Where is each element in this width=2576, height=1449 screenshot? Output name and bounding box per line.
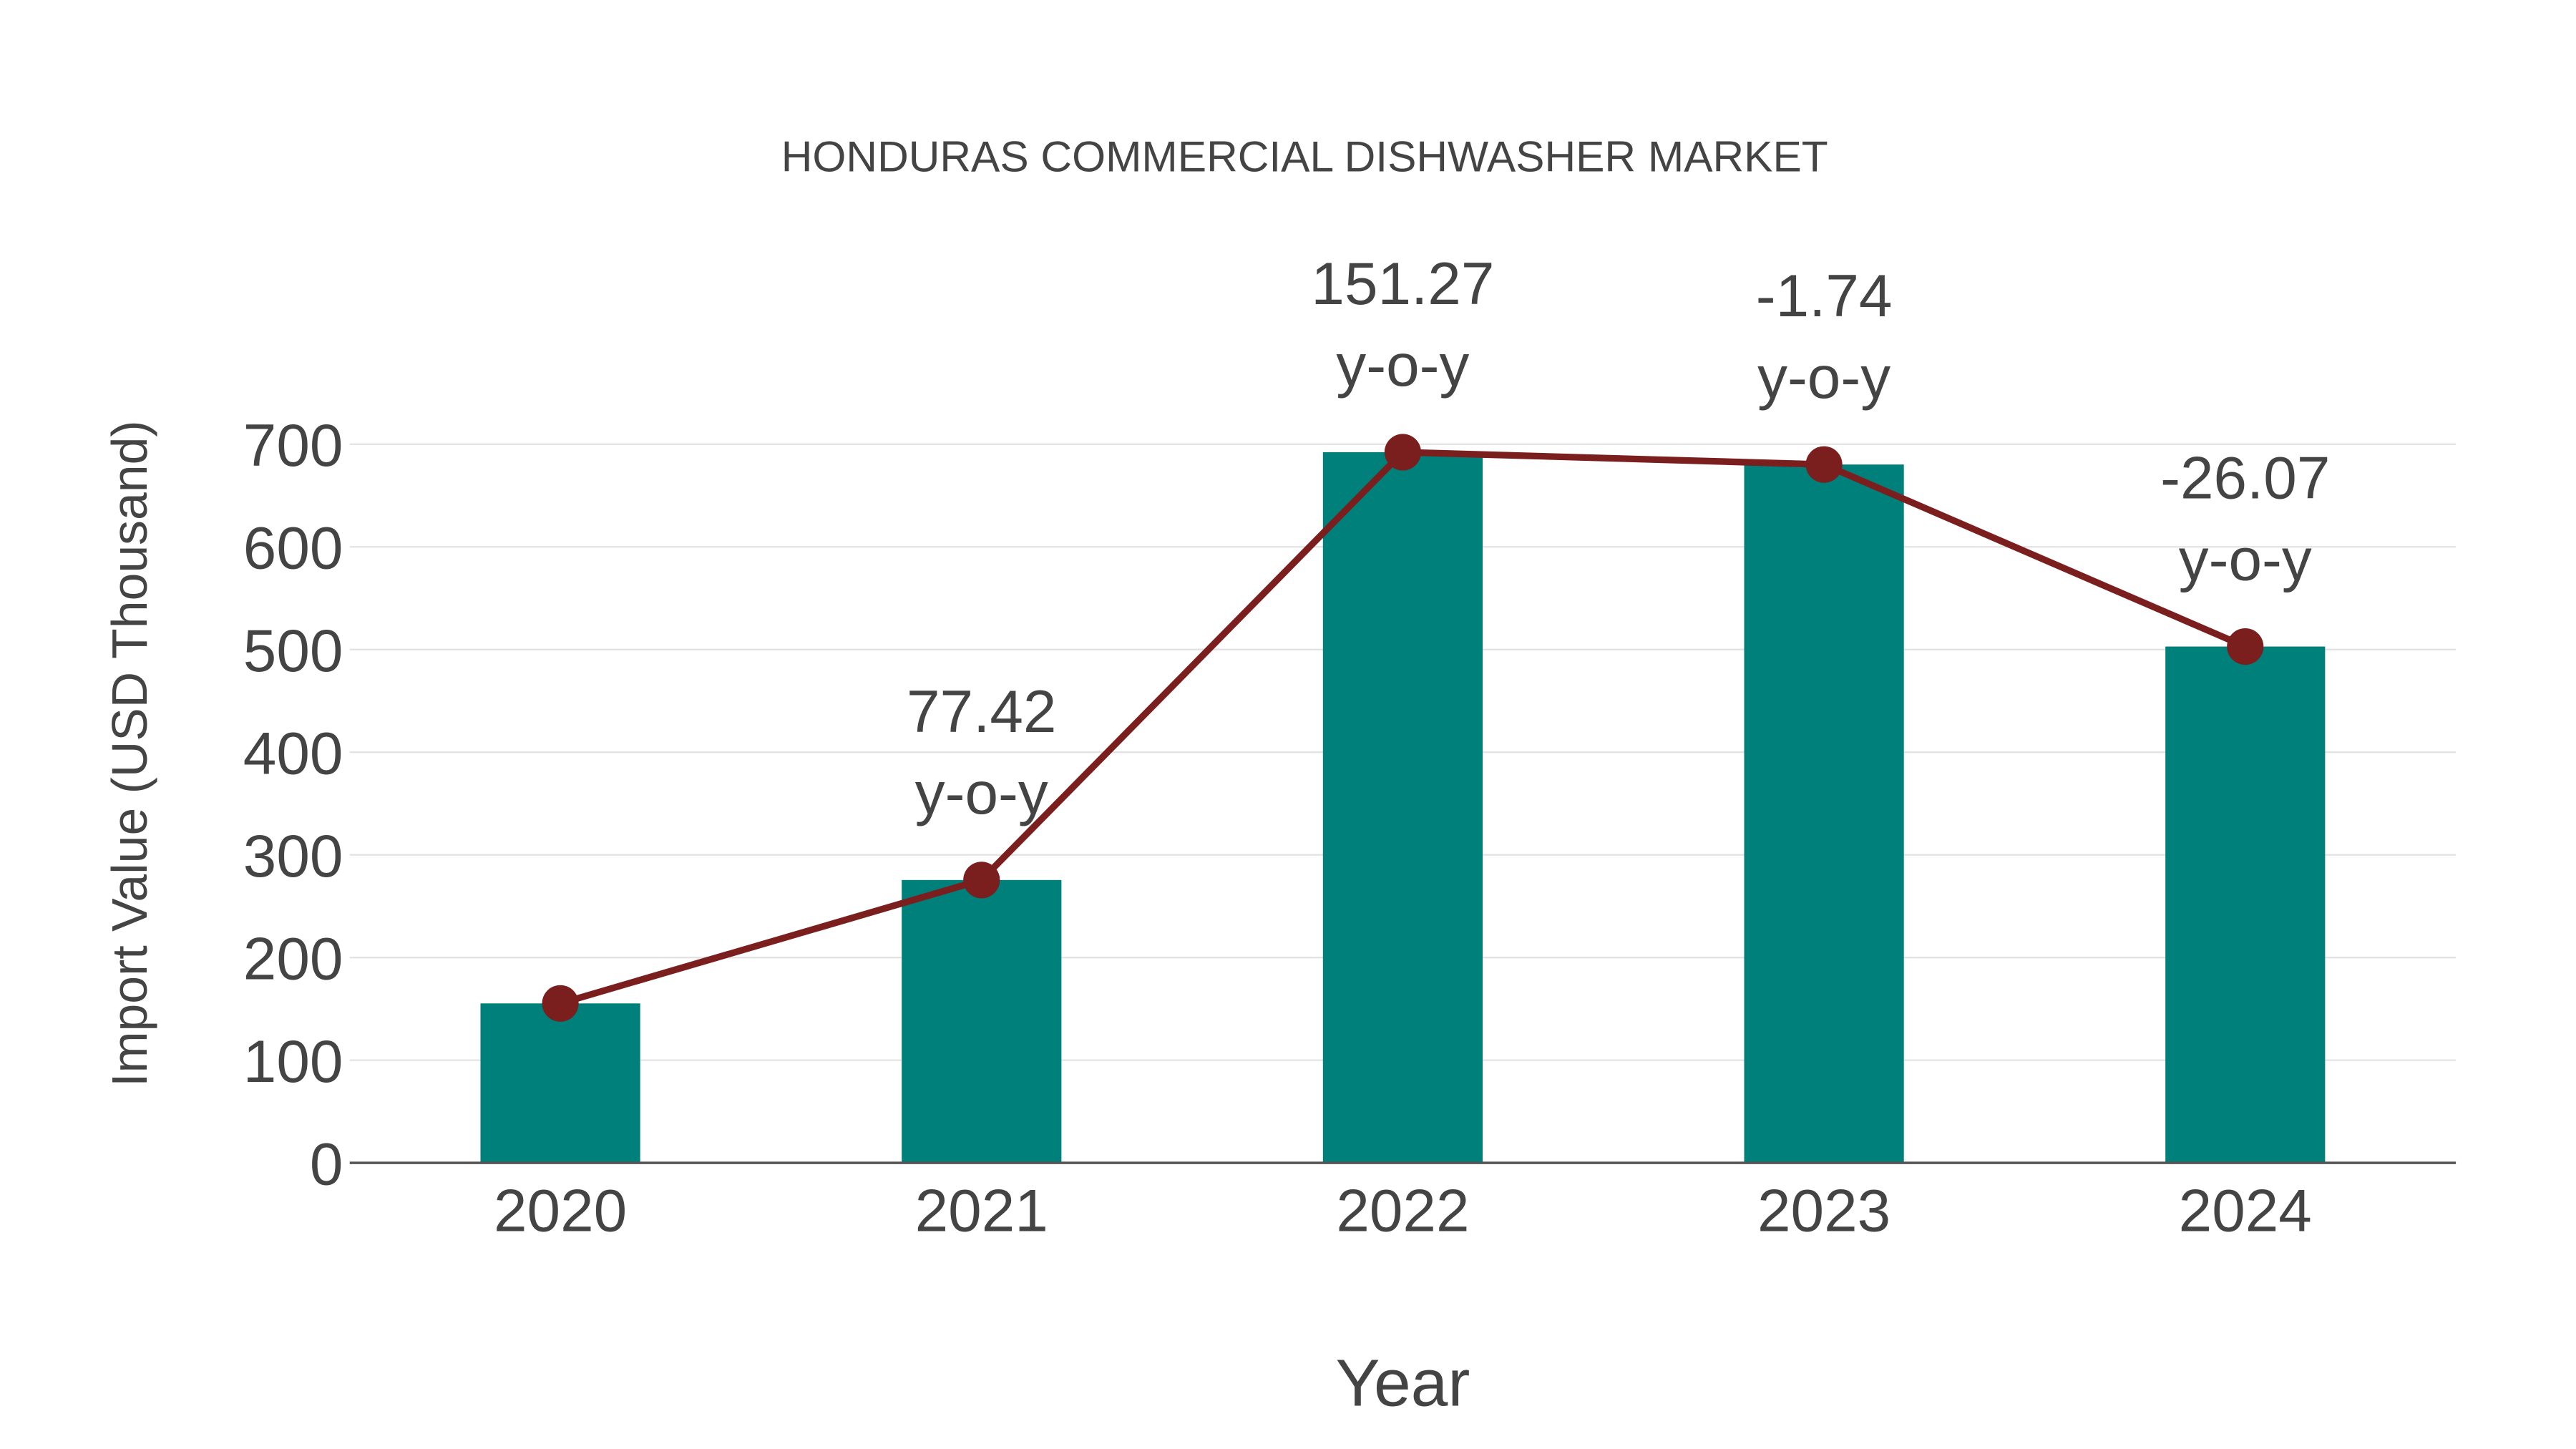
y-tick-label: 500	[243, 617, 343, 684]
x-tick-label: 2020	[494, 1176, 627, 1244]
y-tick-label: 600	[243, 514, 343, 581]
bar-2023	[1744, 464, 1904, 1163]
x-tick-label: 2023	[1757, 1176, 1890, 1244]
y-tick-label: 100	[243, 1028, 343, 1095]
y-tick-label: 400	[243, 719, 343, 786]
line-point-2024	[2227, 628, 2264, 665]
x-tick-label: 2022	[1336, 1176, 1469, 1244]
line-point-2020	[542, 985, 579, 1022]
yoy-suffix-label: y-o-y	[1336, 331, 1469, 399]
y-tick-label: 700	[243, 411, 343, 479]
yoy-value-label: 77.42	[907, 678, 1056, 745]
x-tick-label: 2021	[915, 1176, 1048, 1244]
yoy-value-label: -1.74	[1756, 262, 1893, 329]
line-point-2022	[1384, 434, 1421, 471]
trend-line	[542, 434, 2264, 1022]
yoy-suffix-label: y-o-y	[2179, 526, 2312, 593]
bar-2022	[1322, 452, 1483, 1163]
yoy-suffix-label: y-o-y	[1757, 343, 1890, 411]
line-point-2023	[1805, 446, 1843, 483]
bar-2024	[2165, 646, 2326, 1163]
bars	[480, 452, 2326, 1163]
bar-2020	[480, 1003, 640, 1163]
yoy-value-label: 151.27	[1311, 250, 1494, 317]
x-tick-labels: 2020 2021 2022 2023 2024	[494, 1176, 2312, 1244]
y-tick-label: 0	[310, 1130, 343, 1197]
chart-title: HONDURAS COMMERCIAL DISHWASHER MARKET	[781, 132, 1828, 180]
bar-2021	[902, 879, 1062, 1163]
y-tick-label: 200	[243, 924, 343, 992]
yoy-annotations: 77.42 y-o-y 151.27 y-o-y -1.74 y-o-y -26.07 y-o…	[907, 250, 2330, 826]
y-axis-title: Import Value (USD Thousand)	[102, 420, 157, 1087]
x-axis-title: Year	[1335, 1346, 1470, 1420]
yoy-suffix-label: y-o-y	[915, 759, 1048, 826]
x-tick-label: 2024	[2179, 1176, 2312, 1244]
line-point-2021	[963, 862, 1000, 899]
yoy-value-label: -26.07	[2160, 444, 2330, 512]
y-tick-label: 300	[243, 822, 343, 889]
y-tick-labels: 0 100 200 300 400 500 600 700	[243, 411, 343, 1197]
